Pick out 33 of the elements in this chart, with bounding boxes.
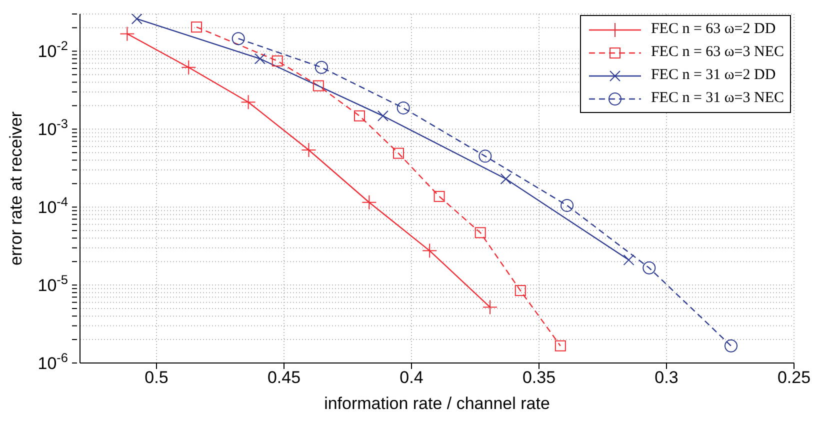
x-tick-label: 0.25 xyxy=(777,368,811,388)
x-tick-label: 0.35 xyxy=(522,368,556,388)
point xyxy=(554,340,566,352)
point xyxy=(314,60,328,74)
point xyxy=(560,198,574,212)
legend-label: FEC n = 63 ω=3 NEC xyxy=(650,44,784,61)
point xyxy=(434,190,445,202)
y-axis-title: error rate at receiver xyxy=(6,111,26,266)
y-tick-label: 10$^{-2}$ xyxy=(38,38,68,62)
point xyxy=(232,32,245,46)
y-tick-label: 10$^{-4}$ xyxy=(38,194,68,218)
x-tick-label: 0.4 xyxy=(400,368,424,388)
point xyxy=(392,148,404,159)
legend-label: FEC n = 63 ω=2 DD xyxy=(650,21,776,38)
point xyxy=(474,227,486,238)
point xyxy=(478,150,492,163)
x-tick-label: 0.45 xyxy=(267,368,301,388)
point xyxy=(191,22,202,33)
point xyxy=(724,339,738,352)
legend-label: FEC n = 31 ω=2 DD xyxy=(650,67,776,84)
point xyxy=(396,101,410,114)
point xyxy=(642,261,656,274)
point xyxy=(312,80,324,92)
point xyxy=(272,55,283,66)
y-tick-label: 10$^{-6}$ xyxy=(38,350,68,373)
x-tick-label: 0.3 xyxy=(654,368,678,388)
x-axis-title: information rate / channel rate xyxy=(324,394,550,413)
x-tick-label: 0.5 xyxy=(144,368,168,388)
y-tick-label: 10$^{-3}$ xyxy=(38,116,68,140)
legend-label: FEC n = 31 ω=3 NEC xyxy=(650,90,784,107)
point xyxy=(354,110,365,122)
point xyxy=(514,285,526,296)
y-tick-label: 10$^{-5}$ xyxy=(38,272,68,296)
